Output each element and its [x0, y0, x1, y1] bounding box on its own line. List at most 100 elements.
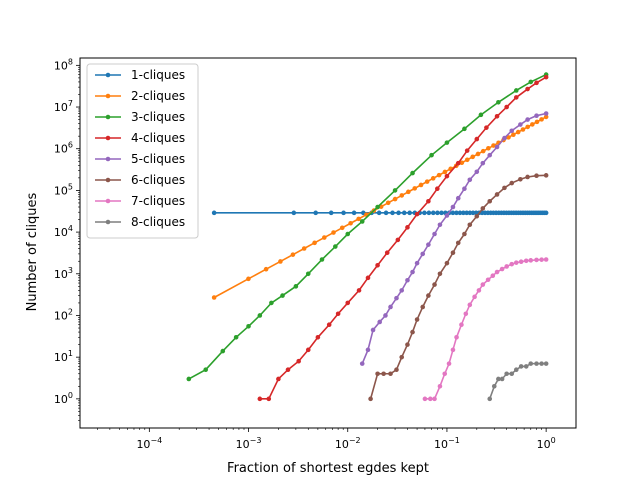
data-point [276, 376, 281, 382]
data-point [328, 210, 334, 216]
series-1-cliques [211, 210, 549, 216]
data-point [480, 160, 486, 166]
data-point [305, 271, 311, 277]
data-point [432, 231, 437, 237]
data-point [405, 277, 410, 283]
data-point [345, 231, 351, 237]
data-point [455, 195, 461, 201]
data-point [450, 210, 456, 216]
data-point [377, 319, 383, 325]
data-point [401, 210, 407, 216]
data-point [513, 260, 519, 265]
data-point [375, 262, 380, 268]
data-point [511, 132, 516, 138]
data-point [530, 122, 535, 127]
data-point [429, 152, 434, 158]
data-point [410, 269, 415, 275]
data-point [462, 231, 467, 237]
data-point [467, 222, 473, 228]
data-point [394, 295, 399, 301]
data-point [459, 322, 464, 328]
data-point [351, 210, 357, 216]
data-point [461, 210, 466, 216]
data-point [494, 192, 500, 197]
data-point [383, 210, 389, 216]
series-line [424, 258, 547, 400]
data-point [388, 304, 393, 310]
data-point [348, 220, 353, 226]
data-point [470, 154, 475, 160]
legend-marker [105, 198, 111, 204]
data-point [525, 174, 530, 180]
data-point [509, 371, 515, 377]
data-point [435, 210, 440, 216]
data-point [455, 160, 461, 166]
data-point [525, 117, 530, 122]
data-point [464, 157, 470, 163]
data-point [339, 225, 345, 231]
y-tick-label: 103 [54, 266, 73, 281]
legend-marker [105, 177, 111, 183]
x-tick-label: 10−1 [434, 436, 460, 451]
data-point [392, 196, 398, 202]
axes-frame [79, 57, 577, 429]
data-point [293, 284, 299, 289]
data-point [494, 113, 500, 119]
data-point [424, 179, 430, 184]
data-point [285, 367, 291, 373]
data-point [444, 140, 450, 145]
data-point [383, 313, 388, 318]
data-point [534, 361, 539, 366]
data-point [444, 213, 450, 218]
data-point [356, 288, 362, 293]
data-point [464, 148, 470, 153]
legend-label: 6-cliques [131, 173, 185, 187]
legend-marker [105, 114, 111, 120]
series-3-cliques [186, 72, 549, 382]
data-point [487, 198, 493, 204]
data-point [414, 260, 420, 266]
data-point [407, 210, 412, 216]
data-point [442, 371, 448, 377]
data-point [266, 396, 272, 402]
data-point [474, 213, 480, 219]
data-point [534, 173, 539, 179]
legend-label: 8-cliques [131, 215, 185, 229]
data-point [513, 95, 519, 100]
data-point [504, 264, 509, 269]
data-point [543, 114, 549, 120]
data-point [539, 117, 544, 122]
data-point [518, 176, 523, 182]
series-7-cliques [422, 257, 549, 402]
legend-marker [105, 156, 111, 162]
data-point [515, 129, 521, 135]
data-point [405, 342, 410, 347]
legend-entry: 3-cliques [95, 110, 185, 124]
data-point [444, 260, 450, 266]
data-point [502, 135, 507, 141]
data-point [490, 273, 496, 279]
y-tick-label: 105 [54, 182, 73, 197]
data-point [444, 173, 450, 179]
data-point [480, 282, 486, 287]
data-point [331, 230, 336, 235]
legend-marker [105, 93, 111, 99]
data-point [496, 376, 501, 382]
data-point [356, 216, 361, 222]
series-line [369, 174, 547, 400]
data-point [376, 210, 382, 216]
data-point [322, 235, 327, 240]
data-point [478, 112, 484, 118]
data-point [472, 294, 477, 300]
x-tick-label: 10−2 [335, 436, 361, 451]
data-point [384, 250, 390, 256]
y-tick-label: 107 [54, 99, 73, 114]
data-point [390, 210, 395, 216]
data-point [463, 311, 469, 317]
data-point [418, 182, 424, 188]
data-point [509, 128, 515, 134]
data-point [257, 396, 263, 402]
data-point [486, 146, 491, 151]
data-point [395, 237, 401, 243]
data-point [534, 119, 540, 125]
